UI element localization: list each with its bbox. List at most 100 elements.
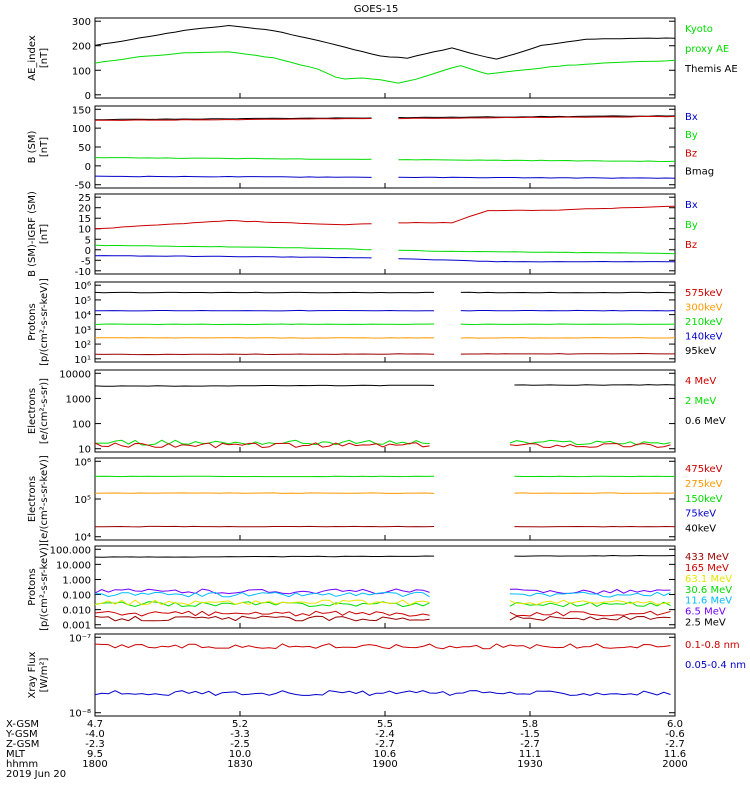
ytick-label-ae: 300 <box>72 17 91 28</box>
ytick-label-protons_mev: 1.000 <box>62 575 91 586</box>
ytick-label-bsm: 100 <box>72 124 91 135</box>
legend-protons_lo: 575keV <box>685 288 723 299</box>
x-axis-value: 1830 <box>227 759 252 770</box>
series-protons_lo-210keV <box>94 323 435 326</box>
panel-frame-protons_mev <box>94 545 676 629</box>
x-row-label: 2019 Jun 20 <box>6 769 66 780</box>
series-bsm-Bmag <box>398 115 676 119</box>
legend-bsm: Bz <box>685 148 697 159</box>
series-electrons_kev-275keV <box>514 492 676 494</box>
ylabel-bsm: [nT] <box>39 137 50 157</box>
ytick-label-bigrf: -5 <box>81 256 91 267</box>
x-axis-value: -2.5 <box>230 739 250 750</box>
series-electrons_mev-0.6-MeV <box>514 384 676 386</box>
x-row-label: Z-GSM <box>6 739 39 750</box>
ytick-label-ae: 0 <box>85 91 91 102</box>
series-electrons_mev-2-MeV <box>509 439 671 446</box>
ylabel-xray: Xray Flux <box>27 651 38 698</box>
series-protons_lo-95keV <box>460 291 676 294</box>
series-bigrf-Bx <box>398 258 676 263</box>
legend-protons_mev: 165 MeV <box>685 563 729 574</box>
ytick-label-electrons_kev: 10⁶ <box>74 457 91 468</box>
legend-electrons_kev: 475keV <box>685 464 723 475</box>
x-row-label: hhmm <box>6 759 38 770</box>
series-bigrf-Bz <box>94 219 372 230</box>
panel-frame-bsm <box>94 105 676 189</box>
legend-protons_lo: 210keV <box>685 317 723 328</box>
ytick-label-bigrf: 0 <box>85 246 91 257</box>
legend-bigrf: Bz <box>685 240 697 251</box>
legend-bsm: Bx <box>685 112 698 123</box>
ytick-label-ae: 100 <box>72 66 91 77</box>
series-ae-Kyoto-proxy-AE <box>94 51 676 84</box>
series-protons_lo-210keV <box>460 323 676 326</box>
x-axis-value: -0.6 <box>665 729 685 740</box>
legend-electrons_kev: 275keV <box>685 479 723 490</box>
legend-bigrf: Bx <box>685 200 698 211</box>
series-protons_lo-300keV <box>460 337 676 339</box>
ylabel-protons_mev: Protons <box>27 568 38 605</box>
series-bsm-Bz <box>95 118 372 121</box>
x-axis-value: 10.0 <box>229 749 251 760</box>
ytick-label-bigrf: 15 <box>78 214 91 225</box>
series-protons_lo-95keV <box>94 291 435 294</box>
x-axis-value: -2.7 <box>665 739 685 750</box>
series-electrons_mev-4-MeV <box>94 442 430 449</box>
x-axis-value: 5.5 <box>377 719 393 730</box>
series-xray-0.1-0.8-nm <box>94 643 671 650</box>
panel-frame-electrons_kev <box>94 457 676 541</box>
x-row-label: Y-GSM <box>5 729 38 740</box>
ytick-label-bsm: -50 <box>75 181 91 192</box>
series-xray-0.05-0.4-nm <box>94 690 671 696</box>
ytick-label-bigrf: 10 <box>78 225 91 236</box>
legend-electrons_kev: 40keV <box>685 524 716 535</box>
legend-electrons_mev: 4 MeV <box>685 376 716 387</box>
x-axis-value: -2.4 <box>375 729 395 740</box>
ytick-label-protons_lo: 10³ <box>74 325 91 336</box>
ylabel-protons_mev: [p/(cm²-s-sr-keV)] <box>39 543 50 631</box>
ytick-label-protons_mev: 0.100 <box>62 591 91 602</box>
plot-title: GOES-15 <box>354 4 399 15</box>
legend-protons_mev: 63.1 MeV <box>685 574 732 585</box>
series-protons_mev-2.5-MeV <box>94 555 435 558</box>
x-row-label: X-GSM <box>6 719 39 730</box>
x-axis-value: 4.7 <box>87 719 103 730</box>
ylabel-bigrf: [nT] <box>39 224 50 244</box>
legend-protons_lo: 140keV <box>685 332 723 343</box>
series-protons_lo-575keV <box>94 353 435 356</box>
ytick-label-xray: 10⁻⁷ <box>69 633 91 644</box>
x-axis-value: -3.3 <box>230 729 250 740</box>
ytick-label-bsm: 50 <box>78 143 91 154</box>
series-protons_mev-2.5-MeV <box>514 554 676 557</box>
ytick-label-protons_lo: 10⁴ <box>74 311 91 322</box>
series-electrons_mev-2-MeV <box>94 439 430 446</box>
ylabel-electrons_kev: [e/(cm²-s-sr-keV)] <box>39 455 50 543</box>
ytick-label-bsm: 0 <box>85 162 91 173</box>
ytick-label-electrons_mev: 10000 <box>59 369 91 380</box>
ytick-label-protons_lo: 10¹ <box>74 355 91 366</box>
legend-electrons_mev: 0.6 MeV <box>685 416 726 427</box>
ylabel-xray: [W/m²] <box>39 657 50 692</box>
x-axis-value: -2.7 <box>520 739 540 750</box>
panel-frame-protons_lo <box>94 281 676 363</box>
series-bsm-Bx <box>398 176 676 179</box>
series-bigrf-Bz <box>398 205 676 224</box>
x-axis-value: 9.5 <box>87 749 103 760</box>
x-axis-value: -4.0 <box>85 729 105 740</box>
legend-electrons_kev: 150keV <box>685 494 723 505</box>
legend-xray: 0.1-0.8 nm <box>685 640 740 651</box>
series-protons_mev-6.5-MeV <box>94 588 430 595</box>
series-bigrf-By <box>94 244 372 251</box>
series-protons_mev-63.1-MeV <box>509 599 671 606</box>
x-axis-value: 2000 <box>662 759 687 770</box>
x-axis-value: 11.6 <box>664 749 686 760</box>
ylabel-ae: [nT] <box>39 48 50 68</box>
ylabel-ae: AE_index <box>27 35 38 81</box>
series-protons_lo-140keV <box>94 309 435 312</box>
series-bigrf-By <box>398 249 676 255</box>
ytick-label-xray: 10⁻⁸ <box>69 709 91 720</box>
ytick-label-protons_mev: 0.001 <box>62 621 91 632</box>
ytick-label-bsm: 150 <box>72 105 91 116</box>
